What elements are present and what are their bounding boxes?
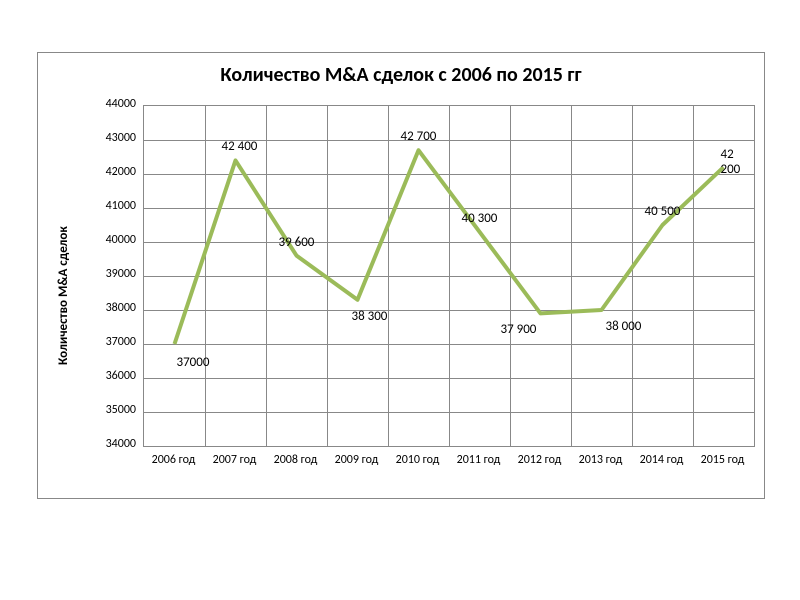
data-label: 42 700 xyxy=(401,129,437,144)
y-tick-label: 40000 xyxy=(88,233,136,247)
y-tick-label: 39000 xyxy=(88,267,136,281)
y-tick-label: 36000 xyxy=(88,369,136,383)
x-tick-label: 2012 год xyxy=(509,453,570,467)
data-label: 40 500 xyxy=(645,204,681,219)
x-tick-label: 2006 год xyxy=(143,453,204,467)
y-tick-label: 37000 xyxy=(88,335,136,349)
x-tick-label: 2009 год xyxy=(326,453,387,467)
y-tick-label: 35000 xyxy=(88,403,136,417)
data-label: 40 300 xyxy=(462,211,498,226)
x-tick-label: 2014 год xyxy=(631,453,692,467)
data-label: 37000 xyxy=(177,355,210,370)
y-axis-label: Количество M&A сделок xyxy=(56,226,71,365)
data-label: 37 900 xyxy=(501,322,537,337)
data-label: 42 200 xyxy=(721,147,755,177)
x-tick-label: 2011 год xyxy=(448,453,509,467)
x-tick-label: 2008 год xyxy=(265,453,326,467)
x-tick-label: 2015 год xyxy=(692,453,753,467)
line-series xyxy=(144,106,754,446)
data-label: 39 600 xyxy=(279,235,315,250)
y-tick-label: 44000 xyxy=(88,97,136,111)
y-tick-label: 34000 xyxy=(88,437,136,451)
data-label: 38 300 xyxy=(352,309,388,324)
y-tick-label: 42000 xyxy=(88,165,136,179)
x-tick-label: 2007 год xyxy=(204,453,265,467)
y-tick-label: 38000 xyxy=(88,301,136,315)
plot-area: 37000 42 400 39 600 38 300 42 700 40 300 37 90… xyxy=(143,105,755,447)
x-tick-label: 2013 год xyxy=(570,453,631,467)
chart-frame: Количество M&A сделок с 2006 по 2015 гг … xyxy=(37,52,765,499)
y-tick-label: 43000 xyxy=(88,131,136,145)
chart-title: Количество M&A сделок с 2006 по 2015 гг xyxy=(38,63,764,87)
x-tick-label: 2010 год xyxy=(387,453,448,467)
y-tick-label: 41000 xyxy=(88,199,136,213)
data-label: 38 000 xyxy=(606,319,642,334)
data-label: 42 400 xyxy=(222,139,258,154)
